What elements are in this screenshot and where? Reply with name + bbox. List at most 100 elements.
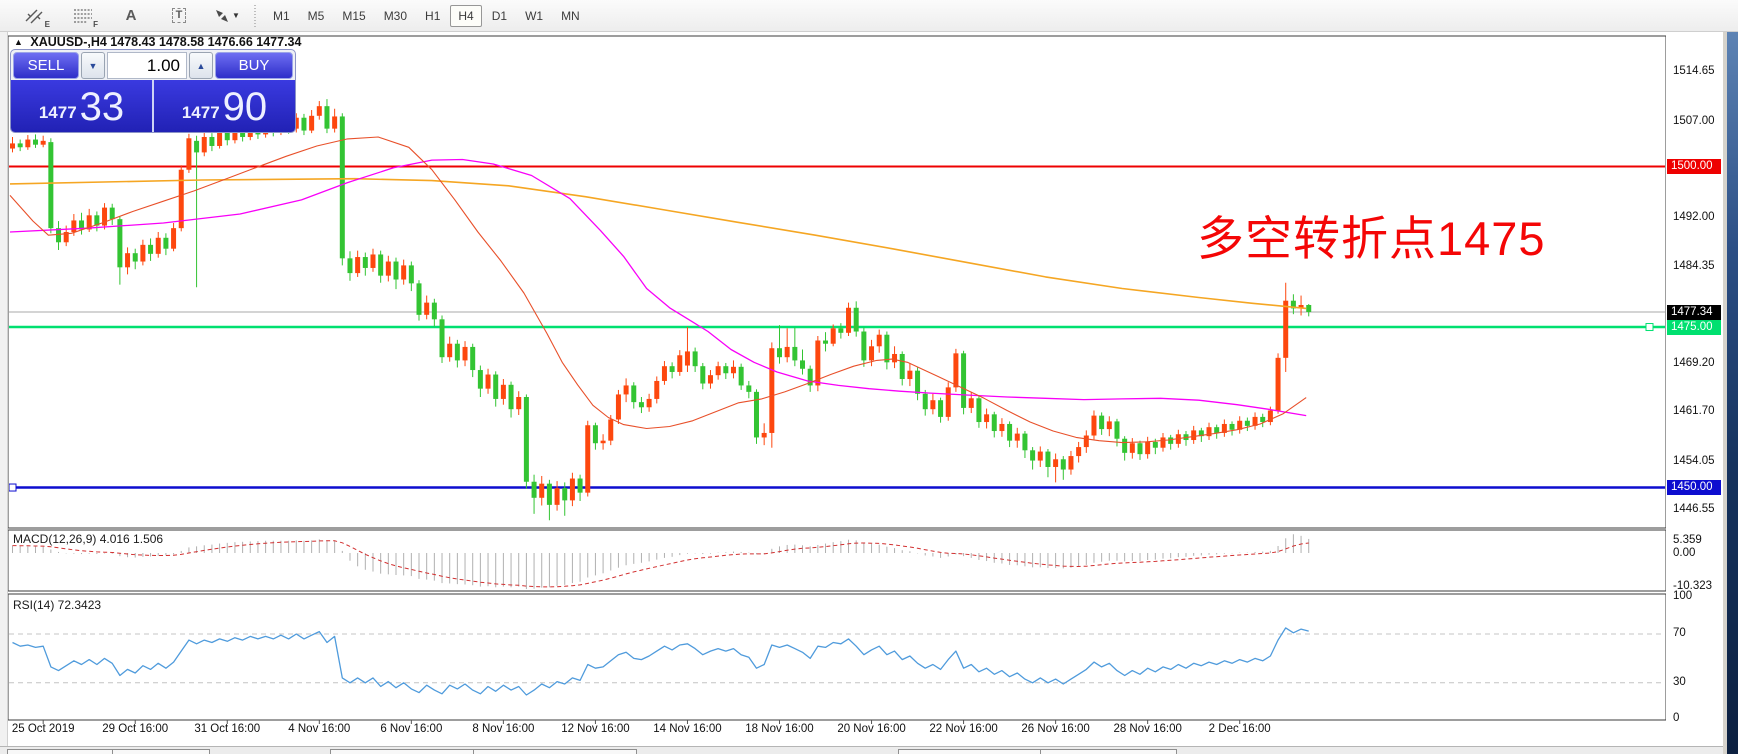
candle-body: [1060, 459, 1066, 470]
candle-body: [684, 351, 690, 366]
candle-body: [401, 265, 407, 280]
timeframe-button-M5[interactable]: M5: [307, 8, 325, 23]
sell-price[interactable]: 1477 33: [11, 80, 154, 132]
volume-input[interactable]: [107, 52, 187, 79]
candle-body: [615, 394, 621, 420]
candle-body: [224, 132, 230, 141]
candle-body: [393, 261, 399, 280]
candle-body: [700, 366, 706, 384]
price-scale-label: 1514.65: [1673, 65, 1715, 78]
candle-body: [10, 143, 15, 149]
candle-body: [1275, 357, 1281, 411]
chart-area[interactable]: ▲ XAUUSD-,H4 1478.43 1478.58 1476.66 147…: [0, 32, 1738, 754]
candle-body: [546, 483, 552, 505]
buy-price[interactable]: 1477 90: [154, 80, 295, 132]
line-handle[interactable]: [9, 483, 17, 492]
candle-body: [516, 397, 522, 410]
candle-body: [976, 398, 982, 423]
timeframe-button-D1[interactable]: D1: [491, 8, 508, 23]
candle-body: [661, 366, 667, 381]
candle-body: [1191, 430, 1197, 441]
candle-body: [930, 400, 936, 410]
date-label: 2 Dec 16:00: [1208, 723, 1271, 735]
candle-body: [109, 207, 115, 220]
date-label: 26 Nov 16:00: [1021, 723, 1090, 735]
candle-body: [194, 140, 200, 153]
timeframe-button-MN[interactable]: MN: [561, 8, 580, 23]
candle-body: [585, 425, 591, 493]
candle-body: [485, 374, 491, 389]
candlestick-series: [9, 99, 1665, 521]
date-label: 18 Nov 16:00: [745, 723, 814, 735]
symbol-label: XAUUSD-,H4: [30, 35, 107, 49]
timeframe-button-H4[interactable]: H4: [450, 4, 482, 27]
arrow-objects-tool-icon[interactable]: ▼: [214, 6, 240, 26]
price-tag-1477.34: 1477.34: [1667, 304, 1721, 320]
bottom-tab-1[interactable]: [330, 749, 637, 754]
date-label: 6 Nov 16:00: [380, 723, 443, 735]
text-tool-icon[interactable]: A: [118, 6, 144, 26]
macd-series: [12, 534, 1310, 590]
candle-body: [355, 257, 361, 274]
macd-indicator-label: MACD(12,26,9) 4.016 1.506: [13, 532, 164, 546]
date-label: 31 Oct 16:00: [194, 723, 261, 735]
rsi-panel[interactable]: [7, 593, 1667, 721]
buy-button[interactable]: BUY: [215, 52, 293, 79]
candle-body: [784, 346, 790, 358]
candle-body: [324, 106, 330, 129]
date-label: 28 Nov 16:00: [1113, 723, 1182, 735]
candle-body: [1122, 438, 1128, 453]
bottom-tab-0[interactable]: [7, 749, 210, 754]
date-label: 12 Nov 16:00: [561, 723, 630, 735]
fibonacci-tool-icon[interactable]: F: [70, 6, 98, 29]
candle-body: [531, 481, 537, 498]
candle-body: [915, 370, 921, 394]
candle-body: [638, 402, 644, 408]
candle-body: [892, 353, 898, 363]
bottom-tab-divider: [112, 749, 113, 754]
candle-body: [477, 370, 483, 389]
dropdown-caret-icon[interactable]: ▼: [232, 11, 240, 20]
bottom-tab-2[interactable]: [898, 749, 1177, 754]
price-scale[interactable]: 1514.65 1507.00 1492.00 1484.35 1469.20 1461.…: [1666, 32, 1723, 754]
candle-body: [623, 385, 629, 395]
price-scale-label: 1492.00: [1673, 210, 1715, 223]
timeframe-button-H1[interactable]: H1: [425, 8, 441, 23]
candle-body: [178, 169, 184, 229]
candle-body: [830, 328, 836, 344]
collapse-icon[interactable]: ▲: [14, 37, 23, 47]
volume-increase-button[interactable]: ▲: [189, 52, 213, 79]
timeframe-button-M30[interactable]: M30: [383, 8, 408, 23]
candle-body: [1152, 441, 1158, 448]
candle-body: [953, 353, 959, 388]
candle-body: [1068, 456, 1074, 470]
sell-button[interactable]: SELL: [13, 52, 79, 79]
candle-body: [677, 355, 683, 372]
candle-body: [56, 228, 62, 243]
candle-body: [117, 219, 123, 268]
candle-body: [1129, 443, 1135, 453]
text-label-tool-icon[interactable]: T: [166, 6, 192, 26]
candle-body: [577, 478, 583, 493]
candle-body: [669, 366, 675, 372]
candle-body: [777, 348, 782, 358]
candle-body: [217, 132, 223, 146]
line-handle[interactable]: [1645, 323, 1654, 332]
price-scale-label: 1446.55: [1673, 502, 1715, 515]
equidistant-channel-tool-icon[interactable]: E: [22, 6, 50, 29]
volume-decrease-button[interactable]: ▼: [81, 52, 105, 79]
chart-canvas[interactable]: [0, 32, 1738, 754]
chart-text-annotation[interactable]: 多空转折点1475: [1197, 212, 1546, 265]
trade-panel-prices: 1477 33 1477 90: [11, 80, 295, 132]
macd-panel[interactable]: [7, 529, 1667, 592]
timeframe-button-W1[interactable]: W1: [525, 8, 544, 23]
candle-body: [823, 340, 829, 344]
timeframe-button-M1[interactable]: M1: [273, 8, 290, 23]
candle-body: [140, 244, 146, 262]
macd-scale-label: 0.00: [1673, 547, 1696, 559]
timeframe-button-M15[interactable]: M15: [342, 8, 366, 23]
candle-body: [408, 265, 414, 284]
macd-scale-label: 5.359: [1673, 534, 1702, 546]
candle-body: [1221, 423, 1227, 433]
candle-body: [884, 334, 890, 363]
